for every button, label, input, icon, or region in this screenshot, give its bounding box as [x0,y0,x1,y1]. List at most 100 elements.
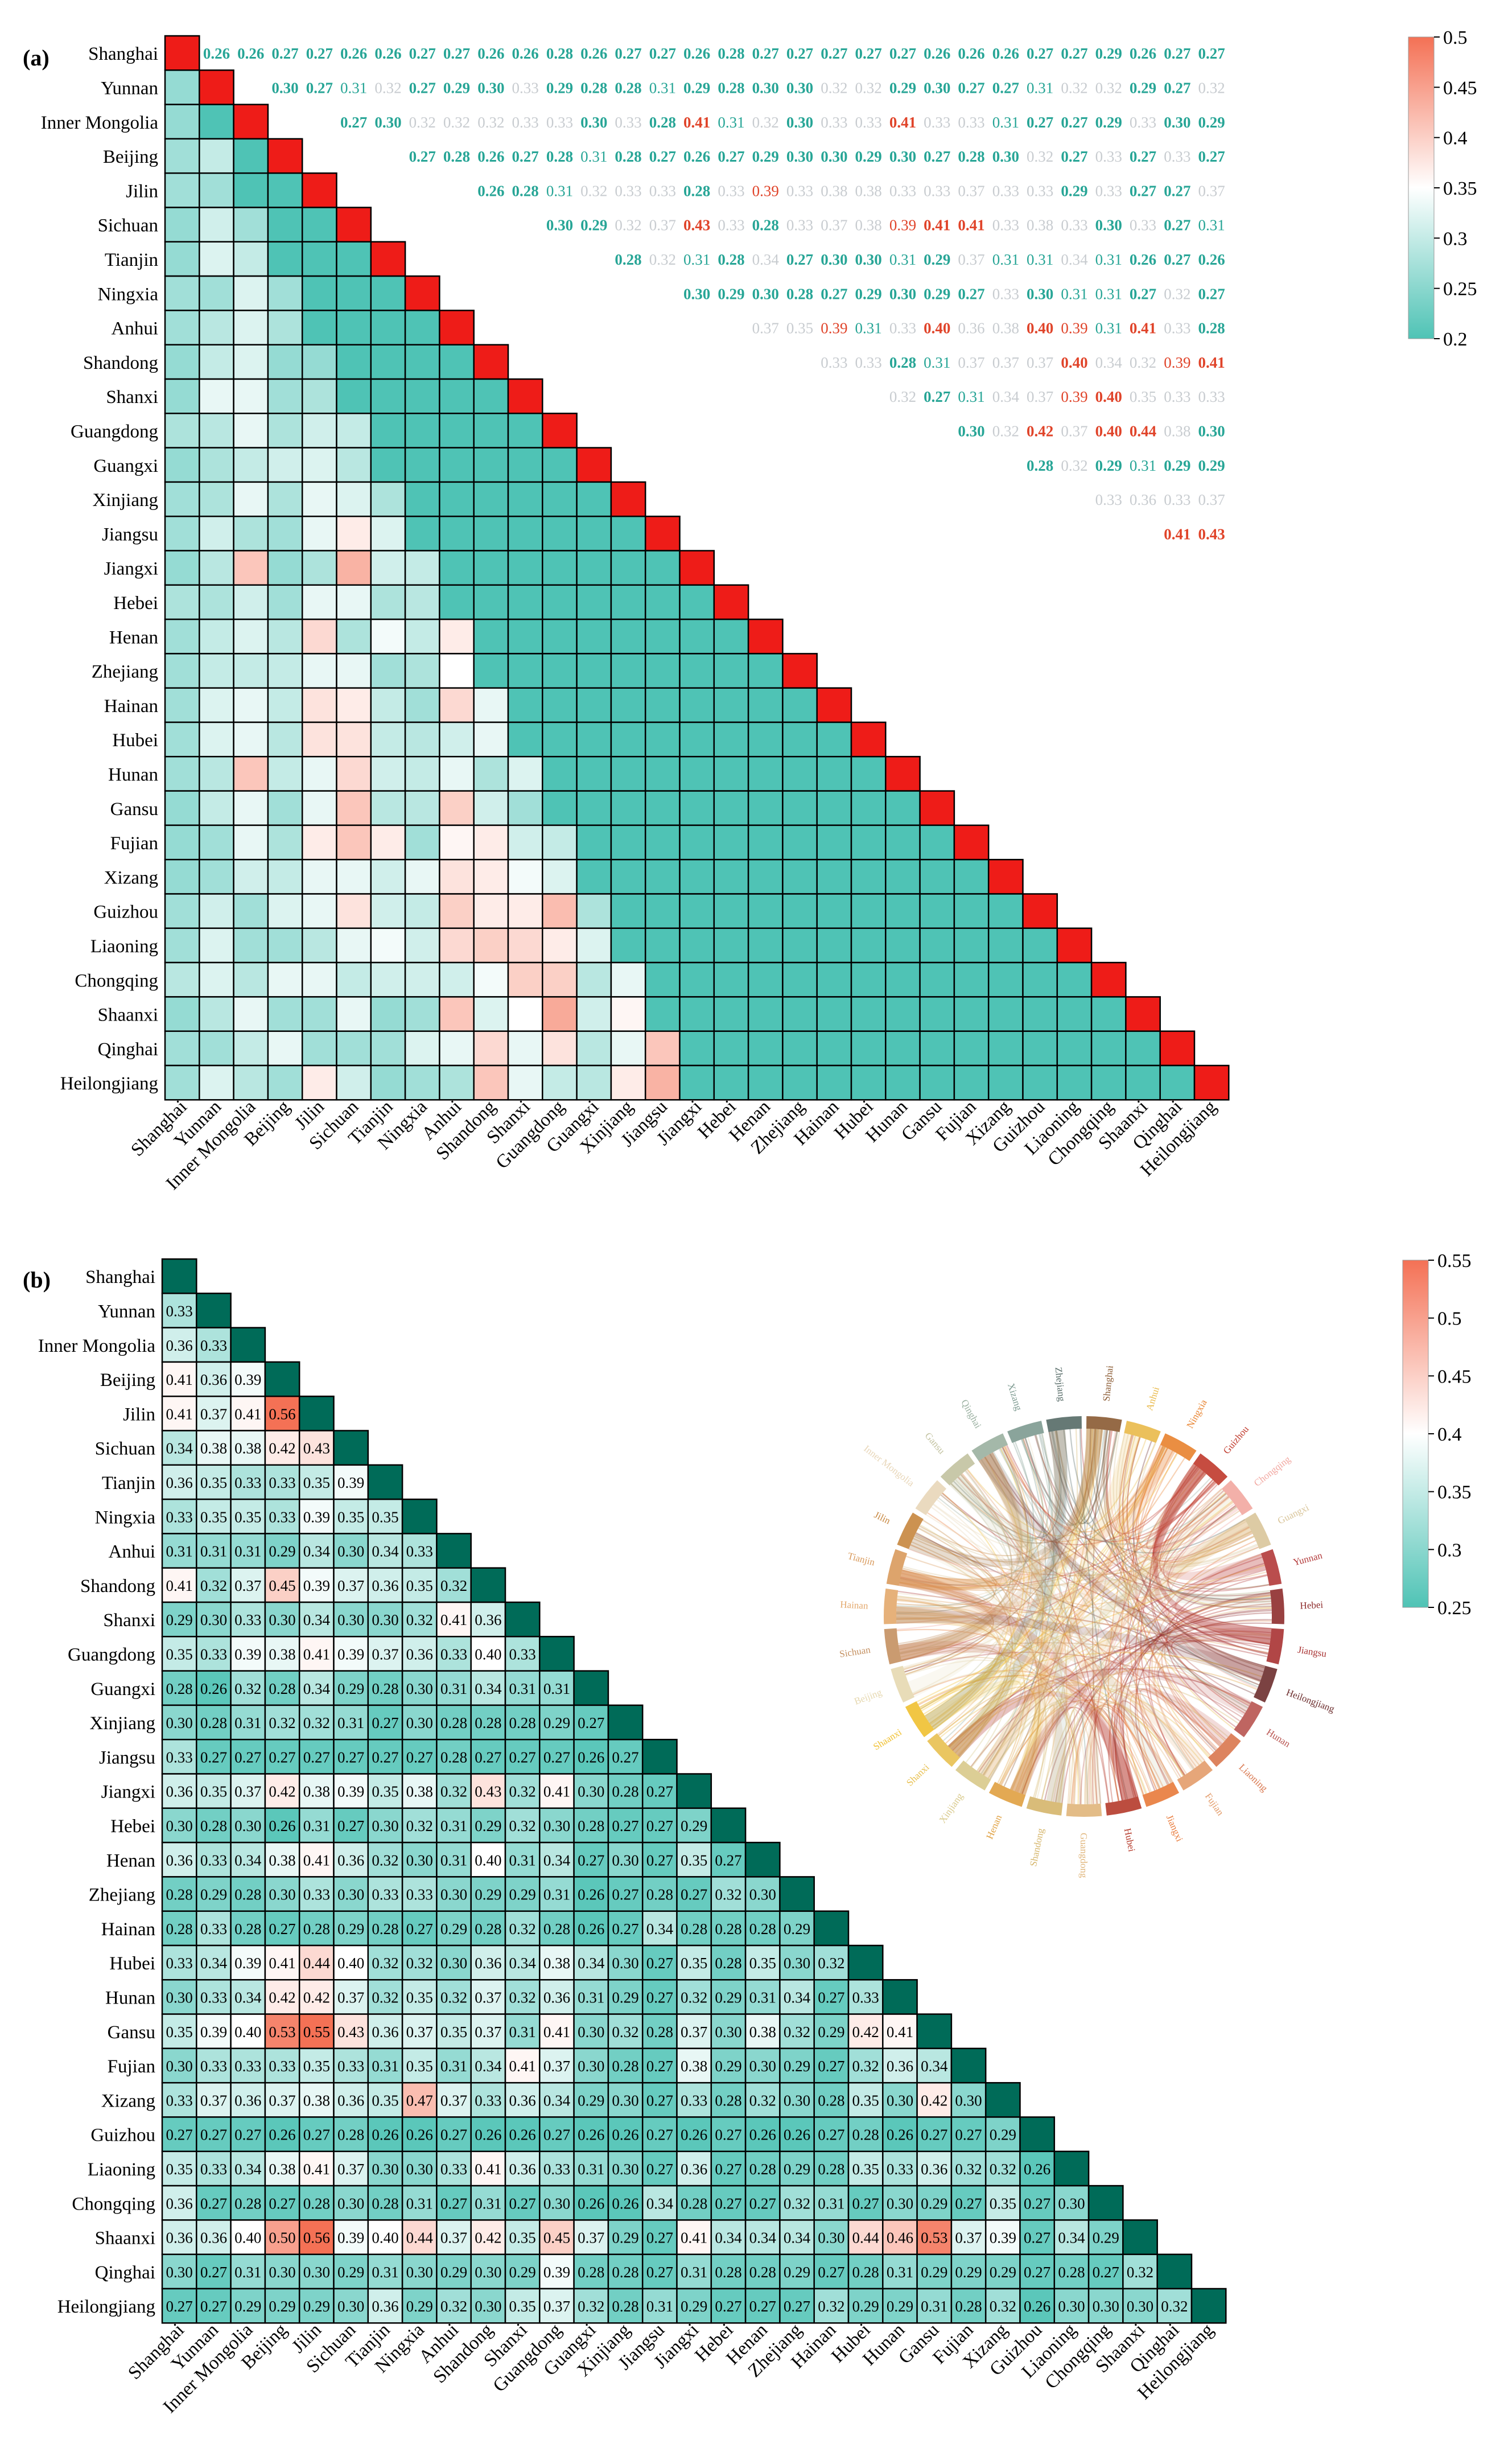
cell-b [298,1704,335,1741]
value-label-b: 0.37 [955,2229,982,2247]
value-label-b: 0.36 [166,1337,193,1354]
value-label-a: 0.31 [340,79,367,96]
cell-a [919,1064,955,1101]
value-label-b: 0.28 [681,1920,707,1938]
cell-b [847,2082,884,2118]
value-label-b: 0.32 [818,2298,844,2315]
cell-b [950,2185,987,2221]
cell-a [199,824,234,861]
value-label-b: 0.32 [509,1989,536,2006]
chord-arc [1007,1421,1044,1443]
cell-a [1159,1064,1196,1101]
value-label-b: 0.31 [749,1989,776,2006]
chord-ribbon [900,1433,1050,1586]
value-label-a: 0.27 [786,45,813,62]
cell-a [439,756,475,792]
cell-a [404,893,440,929]
value-label-a: 0.33 [992,217,1019,234]
value-label-b: 0.27 [612,1886,638,1903]
cell-b-diagonal [470,1567,506,1603]
chord-ribbon-band [978,1452,1049,1795]
cell-a [610,756,646,792]
chord-ribbon [960,1474,1071,1804]
cell-a [542,961,578,998]
chord-ribbon [1137,1446,1255,1563]
value-label-b: 0.28 [715,2092,741,2109]
chord-label: Anhui [1144,1385,1161,1412]
chord-ribbon [896,1618,1000,1725]
cell-a [301,721,337,758]
chord-ribbon [898,1446,1028,1644]
chord-ribbon [987,1685,1229,1779]
value-label-b: 0.28 [715,1920,741,1938]
value-label-b: 0.34 [234,1989,262,2006]
chord-ribbon-band [949,1474,1272,1608]
colorbar-a-tick-label: 0.2 [1443,329,1468,350]
cell-b [401,2116,438,2153]
value-label-b: 0.26 [372,2126,398,2144]
value-label-b: 0.26 [749,2126,776,2144]
value-label-b: 0.37 [406,2023,433,2041]
cell-a [507,824,543,861]
chord-ribbon [897,1590,1268,1657]
value-label-b: 0.35 [509,2229,536,2247]
cell-a [301,584,337,620]
value-label-b: 0.42 [921,2092,947,2109]
cell-b [298,2185,335,2221]
row-label-a: Inner Mongolia [41,113,159,133]
value-label-b: 0.27 [509,2195,536,2212]
value-label-a: 0.40 [1027,320,1053,337]
cell-b [573,2219,609,2255]
cell-b [230,1601,266,1638]
chord-ribbon [1063,1429,1118,1524]
chord-arc [927,1733,961,1767]
value-label-b: 0.32 [440,1989,467,2006]
value-label-b: 0.33 [166,2092,193,2109]
value-label-b: 0.34 [749,2229,777,2247]
cell-a [576,858,612,895]
cell-a [267,550,303,586]
panel-a-label: (a) [23,45,50,71]
value-label-b: 0.45 [543,2229,570,2247]
value-label-b: 0.30 [612,1955,638,1972]
value-label-a: 0.30 [924,79,950,96]
chord-ribbon [1123,1591,1271,1798]
cell-a [782,996,818,1032]
value-label-a: 0.27 [1130,148,1156,165]
chord-ribbon [1130,1693,1211,1790]
cell-a [233,550,269,586]
cell-b [1053,2219,1090,2255]
cell-b [230,2288,266,2324]
cell-a [644,721,681,758]
cell-a [679,687,715,723]
chord-ribbon [1139,1688,1217,1778]
value-label-b: 0.28 [200,1817,227,1834]
value-label-b: 0.29 [921,2264,947,2281]
cell-a [507,481,543,517]
cell-b [298,1773,335,1809]
chord-ribbon-band [1009,1627,1272,1795]
value-label-b: 0.29 [166,1611,193,1628]
cell-b [264,1498,300,1535]
chord-ribbon [897,1596,1268,1653]
chord-ribbon [1122,1435,1235,1730]
value-label-b: 0.38 [749,2023,776,2041]
chord-arc [1208,1733,1241,1767]
chord-ribbon [900,1647,1081,1804]
value-label-b: 0.27 [749,2298,776,2315]
cell-a [919,858,955,895]
chord-ribbon [1055,1709,1076,1804]
value-label-b: 0.26 [578,1920,604,1938]
cell-a [576,1030,612,1067]
value-label-b: 0.43 [337,2023,364,2041]
value-label-a: 0.26 [477,45,504,62]
cell-b [813,2288,850,2324]
chord-ribbon [920,1525,1249,1710]
chord-ribbon [1041,1546,1259,1800]
value-label-b: 0.28 [166,1920,193,1938]
cell-b [367,1601,403,1638]
value-label-b: 0.29 [337,1920,364,1938]
value-label-b: 0.38 [269,2161,295,2178]
chord-label: Shandong [1028,1827,1046,1867]
cell-b [916,2082,953,2118]
